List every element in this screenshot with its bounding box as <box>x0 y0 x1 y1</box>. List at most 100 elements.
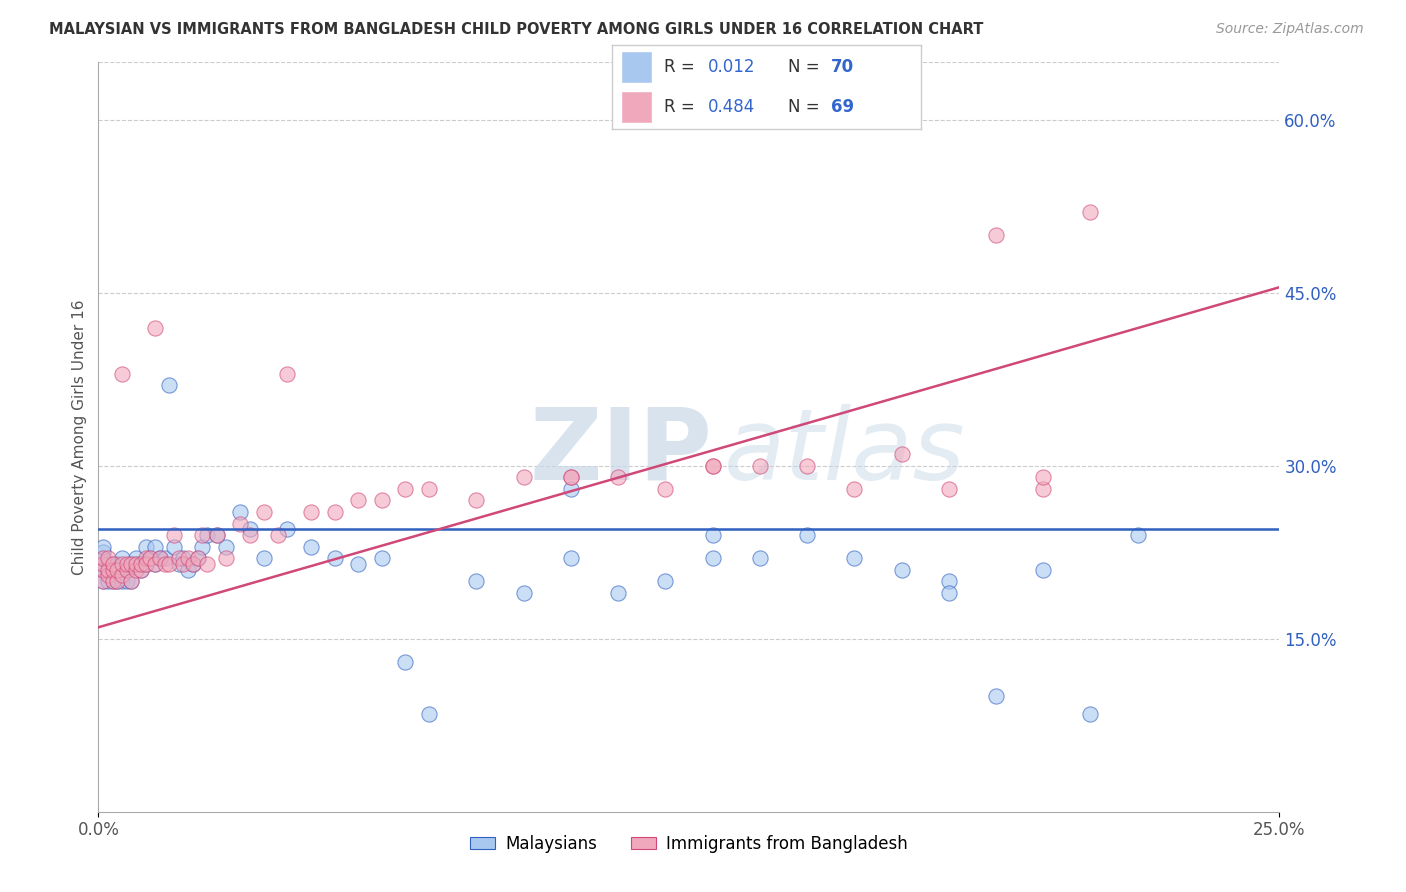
Point <box>129 557 152 571</box>
Point <box>371 493 394 508</box>
Point <box>101 557 124 571</box>
Point <box>371 551 394 566</box>
Point <box>205 528 228 542</box>
Point <box>418 706 440 721</box>
Point <box>135 557 157 571</box>
Text: 70: 70 <box>831 58 855 76</box>
Point <box>101 574 124 589</box>
Point <box>143 320 166 334</box>
Point <box>394 655 416 669</box>
Point <box>276 367 298 381</box>
Point <box>91 563 114 577</box>
Text: R =: R = <box>664 98 700 116</box>
Point <box>135 540 157 554</box>
Point <box>97 557 120 571</box>
Point <box>115 574 138 589</box>
Point <box>195 528 218 542</box>
Point <box>239 522 262 536</box>
Point <box>97 574 120 589</box>
Point <box>984 228 1007 243</box>
Point <box>748 458 770 473</box>
Point <box>97 563 120 577</box>
Point <box>702 458 724 473</box>
Point <box>91 574 114 589</box>
Text: ZIP: ZIP <box>530 403 713 500</box>
Point <box>702 551 724 566</box>
Point <box>1032 470 1054 484</box>
Point <box>844 482 866 496</box>
Point <box>91 557 114 571</box>
Point <box>101 557 124 571</box>
Point <box>239 528 262 542</box>
Point <box>984 690 1007 704</box>
Point <box>101 563 124 577</box>
Point <box>139 551 162 566</box>
Point <box>253 551 276 566</box>
Point <box>702 528 724 542</box>
Point <box>172 551 194 566</box>
Text: N =: N = <box>787 58 825 76</box>
Point <box>938 585 960 599</box>
Point <box>111 574 134 589</box>
Point <box>121 557 143 571</box>
Point <box>465 574 488 589</box>
Point <box>163 540 186 554</box>
Y-axis label: Child Poverty Among Girls Under 16: Child Poverty Among Girls Under 16 <box>72 300 87 574</box>
Point <box>796 458 818 473</box>
Text: R =: R = <box>664 58 700 76</box>
Point <box>181 557 204 571</box>
Point <box>157 557 180 571</box>
Point <box>91 540 114 554</box>
Point <box>607 470 630 484</box>
Point <box>187 551 209 566</box>
Point <box>938 574 960 589</box>
Point <box>654 482 676 496</box>
Bar <box>621 51 652 83</box>
Point <box>560 482 582 496</box>
Point <box>1032 482 1054 496</box>
Point <box>91 557 114 571</box>
Point <box>97 551 120 566</box>
Point <box>796 528 818 542</box>
Point <box>172 557 194 571</box>
Point <box>323 505 346 519</box>
Point <box>125 563 148 577</box>
Point <box>253 505 276 519</box>
Point <box>276 522 298 536</box>
Point <box>115 557 138 571</box>
Point <box>177 563 200 577</box>
Point <box>91 551 114 566</box>
Point <box>91 574 114 589</box>
Point <box>195 557 218 571</box>
Point <box>512 585 534 599</box>
Point <box>215 551 238 566</box>
Point <box>1126 528 1149 542</box>
Point <box>890 563 912 577</box>
Point <box>111 367 134 381</box>
Point <box>105 574 128 589</box>
Point <box>125 557 148 571</box>
Point <box>143 557 166 571</box>
Point <box>1080 205 1102 219</box>
Point <box>129 563 152 577</box>
Point <box>105 563 128 577</box>
Point <box>135 551 157 566</box>
Point <box>121 574 143 589</box>
Point <box>153 557 176 571</box>
Point <box>91 563 114 577</box>
Point <box>129 557 152 571</box>
Point <box>129 563 152 577</box>
Point <box>143 540 166 554</box>
Text: MALAYSIAN VS IMMIGRANTS FROM BANGLADESH CHILD POVERTY AMONG GIRLS UNDER 16 CORRE: MALAYSIAN VS IMMIGRANTS FROM BANGLADESH … <box>49 22 984 37</box>
Point <box>91 545 114 559</box>
Point <box>97 568 120 582</box>
Point <box>702 458 724 473</box>
Point <box>149 551 172 566</box>
Point <box>125 551 148 566</box>
Point <box>101 574 124 589</box>
Point <box>229 516 252 531</box>
Point <box>91 551 114 566</box>
Point <box>177 551 200 566</box>
Point <box>418 482 440 496</box>
Point <box>890 447 912 461</box>
